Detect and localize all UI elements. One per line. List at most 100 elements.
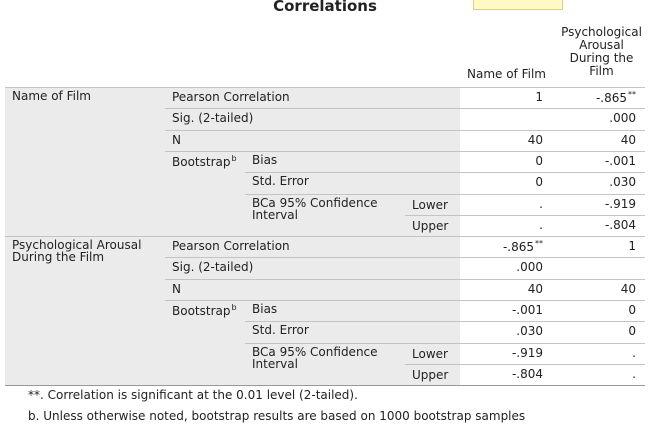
statistic-text: Bootstrap [172, 303, 231, 318]
value-text: 0 [628, 324, 636, 339]
row-line [245, 172, 645, 174]
column-header: Name of Film [467, 67, 546, 81]
value-text: 0 [535, 175, 543, 190]
value-text: .030 [516, 324, 543, 339]
cell-value: 0 [553, 303, 636, 317]
cell-value: 0 [460, 154, 543, 168]
value-text: -.804 [511, 366, 543, 381]
row-label: Name of Film [12, 89, 91, 103]
table-bottom [5, 385, 645, 386]
sub-statistic: Std. Error [252, 174, 309, 189]
row-line [165, 257, 645, 259]
statistic-text: Sig. (2-tailed) [172, 111, 254, 126]
footnote-ref: b [231, 302, 237, 312]
statistic-text: Pearson Correlation [172, 90, 290, 104]
row-line [5, 87, 645, 88]
value-text: -.001 [604, 153, 636, 168]
statistic: Bootstrapb [172, 154, 237, 169]
value-text: .030 [609, 175, 636, 190]
cell-value: 0 [460, 175, 543, 189]
cell-value: 0 [553, 324, 636, 338]
value-text: 1 [535, 90, 543, 104]
statistic: N [172, 133, 181, 147]
value-text: 40 [527, 132, 543, 147]
value-text: .000 [516, 260, 543, 275]
cell-value: . [553, 367, 636, 381]
cell-value: -.865** [460, 239, 543, 254]
cell-value: . [553, 346, 636, 360]
footnote-ref: ** [535, 239, 543, 248]
value-text: 0 [628, 302, 636, 317]
bound: Upper [412, 367, 449, 382]
value-text: 40 [527, 281, 543, 296]
row-label: Psychological Arousal During the Film [12, 238, 142, 264]
sub-statistic: BCa 95% Confidence Interval [252, 195, 378, 222]
cell-value: 1 [553, 239, 636, 253]
statistic: Bootstrapb [172, 303, 237, 318]
sub-statistic: BCa 95% Confidence Interval [252, 344, 378, 371]
footnote-ref: ** [628, 90, 636, 99]
sub-statistic: Bias [252, 301, 278, 316]
tooltip [473, 0, 563, 10]
cell-value: 40 [460, 282, 543, 296]
value-text: .000 [609, 111, 636, 126]
row-line [245, 193, 645, 195]
cell-value: -.919 [553, 197, 636, 211]
cell-value: -.865** [553, 90, 636, 105]
value-text: 40 [620, 132, 636, 147]
statistic: Sig. (2-tailed) [172, 111, 253, 125]
row-line [165, 129, 645, 131]
cell-value: -.804 [460, 367, 543, 381]
title: Correlations [273, 0, 377, 15]
value-text: -.001 [511, 302, 543, 317]
value-text: . [539, 217, 543, 232]
statistic-text: N [172, 132, 181, 147]
footnote: b. Unless otherwise noted, bootstrap res… [28, 409, 526, 423]
row-line [165, 150, 645, 152]
cell-value: 40 [460, 133, 543, 147]
value-text: 1 [628, 239, 636, 253]
statistic: Sig. (2-tailed) [172, 260, 253, 274]
value-text: -.919 [604, 196, 636, 211]
cell-value: . [460, 197, 543, 211]
row-line [5, 236, 645, 237]
cell-value: -.919 [460, 346, 543, 360]
cell-value: -.001 [553, 154, 636, 168]
cell-value: .030 [460, 324, 543, 338]
statistic-text: Bootstrap [172, 154, 231, 169]
bound: Lower [412, 197, 448, 212]
statistic: Pearson Correlation [172, 239, 290, 253]
sub-statistic: Std. Error [252, 323, 309, 338]
row-line [245, 342, 645, 344]
cell-value: .000 [553, 111, 636, 125]
statistic: Pearson Correlation [172, 90, 290, 104]
cell-value: .030 [553, 175, 636, 189]
statistic-text: N [172, 281, 181, 296]
value-text: 0 [535, 153, 543, 168]
footnote: **. Correlation is significant at the 0.… [28, 388, 358, 402]
cell-value: -.804 [553, 218, 636, 232]
cell-value: 1 [460, 90, 543, 104]
bound: Lower [412, 346, 448, 361]
value-text: . [632, 366, 636, 381]
value-text: . [632, 345, 636, 360]
statistic-text: Pearson Correlation [172, 239, 290, 253]
sub-statistic: Bias [252, 152, 278, 167]
cell-value: 40 [553, 282, 636, 296]
statistic: N [172, 282, 181, 296]
row-line [245, 321, 645, 323]
row-line [165, 108, 645, 110]
cell-value: 40 [553, 133, 636, 147]
bound: Upper [412, 218, 449, 233]
value-text: -.919 [511, 345, 543, 360]
value-text: -.865 [595, 91, 627, 105]
column-header: Psychological Arousal During the Film [561, 25, 642, 78]
value-text: -.865 [502, 240, 534, 254]
row-line [405, 214, 645, 216]
value-text: . [539, 196, 543, 211]
cell-value: -.001 [460, 303, 543, 317]
cell-value: .000 [460, 260, 543, 274]
cell-value: . [460, 218, 543, 232]
value-text: 40 [620, 281, 636, 296]
